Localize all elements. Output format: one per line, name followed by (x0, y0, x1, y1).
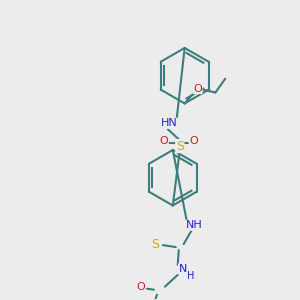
Text: HN: HN (160, 118, 177, 128)
Text: O: O (160, 136, 168, 146)
Text: S: S (176, 140, 184, 152)
Text: O: O (193, 84, 202, 94)
Text: NH: NH (186, 220, 203, 230)
Text: O: O (189, 136, 198, 146)
Text: S: S (151, 238, 159, 250)
Text: H: H (187, 271, 194, 281)
Text: N: N (178, 264, 187, 274)
Text: O: O (137, 282, 146, 292)
